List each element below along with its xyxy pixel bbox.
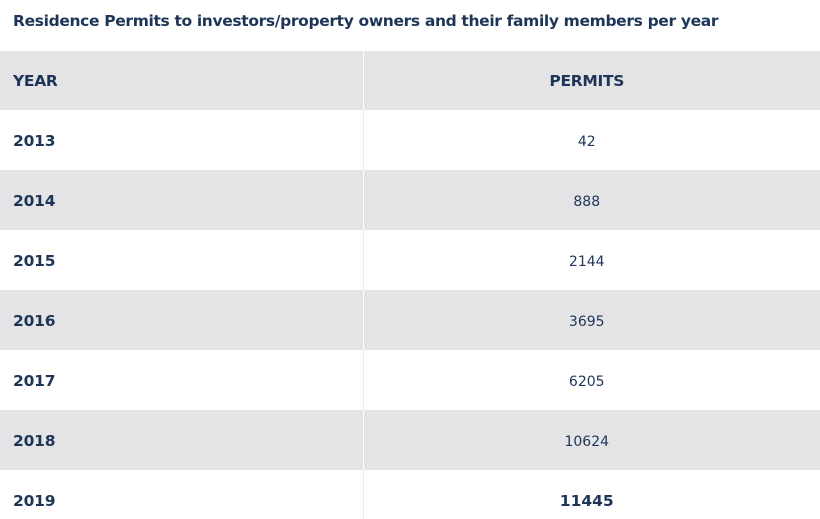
permits-cell: 6205 — [363, 350, 820, 410]
permits-value: 10624 — [564, 433, 610, 450]
table-title: Residence Permits to investors/property … — [13, 12, 719, 30]
permits-cell: 3695 — [363, 290, 820, 350]
permits-value: 2144 — [568, 253, 605, 270]
table-row: 2018 10624 — [0, 410, 820, 470]
year-header-label: YEAR — [13, 72, 58, 90]
year-value: 2018 — [13, 431, 56, 450]
permits-column-header: PERMITS — [363, 51, 820, 110]
table-row: 2014 888 — [0, 170, 820, 230]
permits-value: 11445 — [559, 491, 614, 510]
table-row: 2013 42 — [0, 110, 820, 170]
year-value: 2014 — [13, 191, 56, 210]
year-column-header: YEAR — [0, 51, 364, 110]
table-header-row: YEAR PERMITS — [0, 51, 820, 110]
year-value: 2015 — [13, 251, 56, 270]
year-cell: 2014 — [0, 170, 364, 230]
year-cell: 2018 — [0, 410, 364, 470]
year-value: 2019 — [13, 491, 56, 510]
table-row: 2017 6205 — [0, 350, 820, 410]
year-cell: 2019 — [0, 470, 364, 519]
permits-value: 3695 — [568, 313, 605, 330]
table-row: 2015 2144 — [0, 230, 820, 290]
year-cell: 2016 — [0, 290, 364, 350]
permits-value: 6205 — [568, 373, 605, 390]
year-value: 2016 — [13, 311, 56, 330]
year-cell: 2013 — [0, 110, 364, 170]
year-value: 2017 — [13, 371, 56, 390]
table-row: 2019 11445 — [0, 470, 820, 519]
year-cell: 2017 — [0, 350, 364, 410]
permits-value: 888 — [573, 193, 601, 210]
permits-cell: 2144 — [363, 230, 820, 290]
permits-table: YEAR PERMITS 2013 42 2014 888 2015 2144 … — [0, 51, 820, 519]
permits-cell: 42 — [363, 110, 820, 170]
permits-cell: 888 — [363, 170, 820, 230]
permits-cell: 10624 — [363, 410, 820, 470]
permits-cell: 11445 — [363, 470, 820, 519]
year-value: 2013 — [13, 131, 56, 150]
permits-header-label: PERMITS — [549, 72, 625, 90]
permits-value: 42 — [577, 133, 596, 150]
table-row: 2016 3695 — [0, 290, 820, 350]
year-cell: 2015 — [0, 230, 364, 290]
